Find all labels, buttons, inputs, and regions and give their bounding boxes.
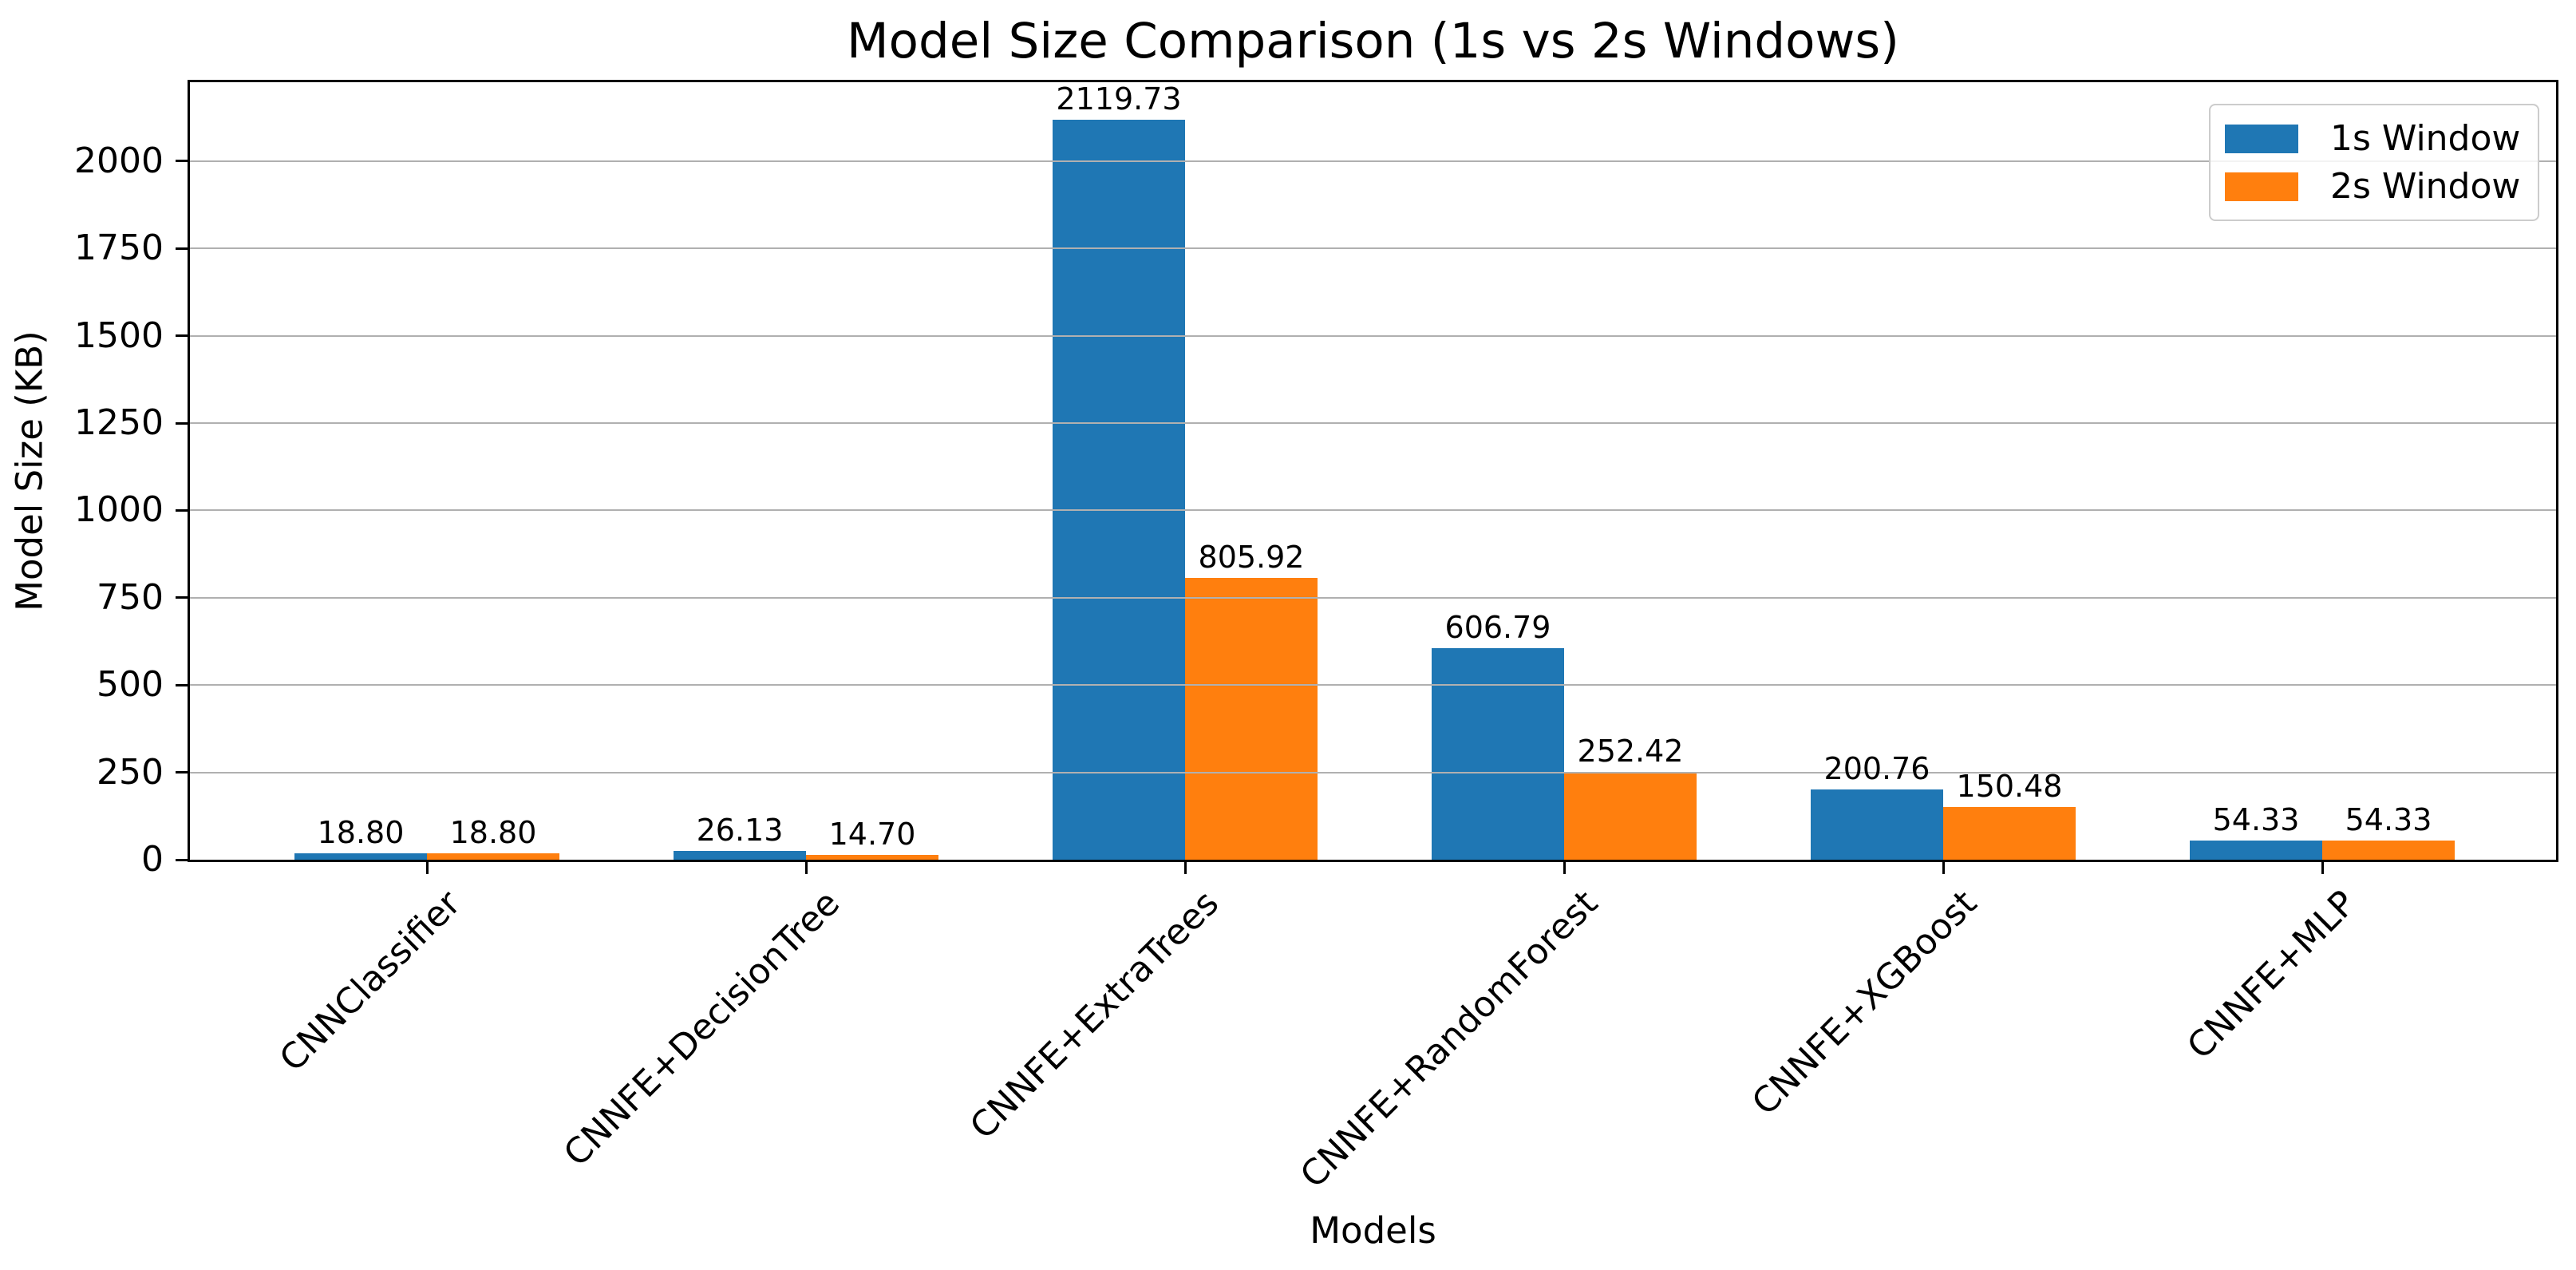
y-tick-label-1000: 1000 xyxy=(74,489,164,531)
gridline-500 xyxy=(190,684,2556,686)
legend-label-1s-window: 1s Window xyxy=(2330,117,2521,159)
y-tick-label-750: 750 xyxy=(97,576,164,618)
x-tick-mark-cnnfe-randomforest xyxy=(1563,862,1566,874)
bar-value-label-2s-window-cnnfe-mlp: 54.33 xyxy=(2345,802,2432,838)
value-labels-layer: 18.80 26.13 2119.73 606.79 200.76 54.33 18.80 1… xyxy=(190,82,2556,860)
x-tick-label-cnnfe-mlp: CNNFE+MLP xyxy=(2179,883,2365,1067)
y-tick-mark-750 xyxy=(176,596,188,599)
x-tick-mark-cnnclassifier xyxy=(425,862,429,874)
bar-1s-window-cnnfe-extratrees xyxy=(1053,119,1185,860)
legend-swatch-2s-window xyxy=(2225,172,2298,201)
x-tick-label-cnnfe-decisiontree: CNNFE+DecisionTree xyxy=(555,883,848,1175)
bar-value-label-1s-window-cnnfe-mlp: 54.33 xyxy=(2212,802,2300,838)
y-tick-label-0: 0 xyxy=(141,839,164,880)
y-tick-mark-500 xyxy=(176,683,188,686)
plot-area: 18.80 26.13 2119.73 606.79 200.76 54.33 18.80 1… xyxy=(188,80,2558,862)
x-tick-mark-cnnfe-mlp xyxy=(2321,862,2324,874)
y-tick-label-250: 250 xyxy=(97,751,164,793)
y-tick-label-1500: 1500 xyxy=(74,315,164,356)
y-tick-mark-1250 xyxy=(176,421,188,425)
gridline-1750 xyxy=(190,247,2556,250)
bar-2s-window-cnnfe-mlp xyxy=(2322,841,2455,860)
bars-layer xyxy=(190,82,2556,860)
x-tick-label-cnnfe-randomforest: CNNFE+RandomForest xyxy=(1292,883,1606,1197)
legend-swatch-1s-window xyxy=(2225,124,2298,153)
chart-title: Model Size Comparison (1s vs 2s Windows) xyxy=(847,13,1899,69)
bar-1s-window-cnnfe-randomforest xyxy=(1432,647,1564,860)
legend-item-2s-window: 2s Window xyxy=(2225,165,2538,207)
legend-label-2s-window: 2s Window xyxy=(2330,165,2521,207)
gridline-1000 xyxy=(190,509,2556,512)
bar-2s-window-cnnfe-extratrees xyxy=(1185,578,1318,860)
x-tick-mark-cnnfe-extratrees xyxy=(1183,862,1187,874)
gridline-750 xyxy=(190,596,2556,599)
x-tick-mark-cnnfe-decisiontree xyxy=(804,862,808,874)
legend: 1s Window 2s Window xyxy=(2209,104,2539,221)
bar-value-label-1s-window-cnnfe-decisiontree: 26.13 xyxy=(696,812,784,848)
y-tick-label-500: 500 xyxy=(97,664,164,706)
y-tick-mark-2000 xyxy=(176,160,188,163)
bar-value-label-1s-window-cnnfe-extratrees: 2119.73 xyxy=(1056,81,1182,117)
y-tick-mark-250 xyxy=(176,771,188,774)
y-tick-label-1750: 1750 xyxy=(74,227,164,269)
x-tick-mark-cnnfe-xgboost xyxy=(1942,862,1945,874)
bar-2s-window-cnnclassifier xyxy=(427,853,559,860)
bar-1s-window-cnnfe-decisiontree xyxy=(674,850,806,860)
y-tick-label-1250: 1250 xyxy=(74,402,164,444)
x-axis-label: Models xyxy=(1310,1209,1436,1252)
legend-item-1s-window: 1s Window xyxy=(2225,121,2538,156)
bar-2s-window-cnnfe-randomforest xyxy=(1564,771,1697,860)
gridline-1500 xyxy=(190,334,2556,337)
bar-value-label-1s-window-cnnfe-randomforest: 606.79 xyxy=(1444,609,1551,645)
y-tick-mark-1750 xyxy=(176,247,188,250)
y-tick-mark-0 xyxy=(176,858,188,861)
bar-value-label-1s-window-cnnclassifier: 18.80 xyxy=(317,814,405,850)
x-tick-label-cnnclassifier: CNNClassifier xyxy=(271,883,469,1080)
y-tick-label-2000: 2000 xyxy=(74,140,164,181)
bar-value-label-2s-window-cnnfe-xgboost: 150.48 xyxy=(1956,769,2063,805)
bar-value-label-2s-window-cnnclassifier: 18.80 xyxy=(449,814,537,850)
y-tick-mark-1000 xyxy=(176,508,188,512)
gridline-1250 xyxy=(190,422,2556,425)
x-tick-label-cnnfe-extratrees: CNNFE+ExtraTrees xyxy=(962,883,1227,1148)
bar-value-label-1s-window-cnnfe-xgboost: 200.76 xyxy=(1823,751,1930,787)
bar-1s-window-cnnfe-mlp xyxy=(2190,841,2322,860)
bar-value-label-2s-window-cnnfe-randomforest: 252.42 xyxy=(1577,733,1684,769)
grid-layer xyxy=(190,82,2556,860)
gridline-2000 xyxy=(190,160,2556,162)
bar-value-label-2s-window-cnnfe-decisiontree: 14.70 xyxy=(828,816,916,852)
bar-1s-window-cnnclassifier xyxy=(294,853,427,860)
y-tick-mark-1500 xyxy=(176,334,188,338)
gridline-250 xyxy=(190,771,2556,773)
x-tick-label-cnnfe-xgboost: CNNFE+XGBoost xyxy=(1744,883,1985,1124)
bar-2s-window-cnnfe-xgboost xyxy=(1943,807,2076,860)
bar-2s-window-cnnfe-decisiontree xyxy=(806,854,938,860)
bar-value-label-2s-window-cnnfe-extratrees: 805.92 xyxy=(1198,540,1305,576)
bar-1s-window-cnnfe-xgboost xyxy=(1811,789,1943,860)
